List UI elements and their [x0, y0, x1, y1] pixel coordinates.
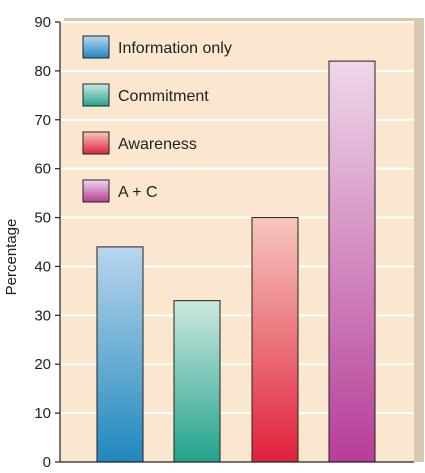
y-tick-label-80: 80 [34, 63, 51, 80]
legend-swatch-4 [83, 180, 109, 202]
bar-4 [329, 61, 375, 462]
y-tick-label-30: 30 [34, 307, 51, 324]
bar-1 [97, 247, 143, 462]
y-tick-label-20: 20 [34, 356, 51, 373]
legend-label-1: Information only [118, 40, 232, 57]
legend-swatch-2 [83, 84, 109, 106]
bar-3 [252, 218, 298, 462]
y-tick-label-10: 10 [34, 405, 51, 422]
legend-swatch-3 [83, 132, 109, 154]
y-tick-label-0: 0 [43, 454, 51, 471]
bar-2 [174, 301, 220, 462]
y-tick-label-90: 90 [34, 14, 51, 31]
y-tick-label-50: 50 [34, 210, 51, 227]
legend-label-2: Commitment [118, 88, 209, 105]
legend-swatch-1 [83, 36, 109, 58]
y-tick-label-40: 40 [34, 258, 51, 275]
y-tick-label-60: 60 [34, 161, 51, 178]
y-tick-label-70: 70 [34, 112, 51, 129]
legend-label-3: Awareness [118, 136, 197, 153]
legend-label-4: A + C [118, 184, 158, 201]
y-axis-label: Percentage [3, 219, 20, 296]
